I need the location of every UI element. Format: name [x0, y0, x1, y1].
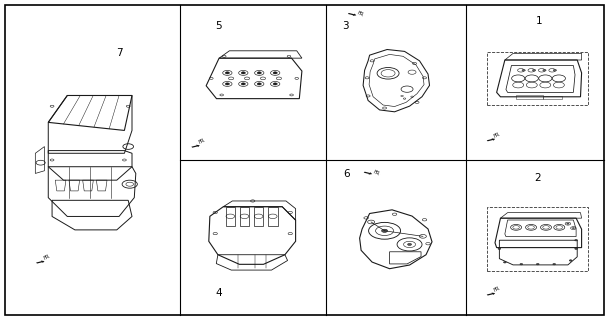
Bar [516, 95, 543, 99]
Circle shape [241, 72, 245, 74]
Bar [487, 52, 588, 105]
FancyArrow shape [487, 292, 495, 296]
Circle shape [504, 262, 506, 263]
Circle shape [520, 263, 523, 265]
Circle shape [572, 228, 574, 229]
Text: FR: FR [493, 286, 501, 293]
Circle shape [553, 69, 557, 71]
Circle shape [225, 83, 230, 85]
Circle shape [532, 69, 536, 71]
Text: 6: 6 [343, 169, 350, 180]
FancyArrow shape [348, 13, 356, 16]
Circle shape [407, 244, 412, 245]
Text: 3: 3 [342, 20, 349, 31]
FancyArrow shape [191, 145, 200, 148]
Circle shape [543, 69, 546, 71]
Text: 4: 4 [215, 288, 222, 298]
Text: 7: 7 [116, 48, 122, 58]
Text: 5: 5 [215, 20, 222, 31]
Text: FR: FR [356, 11, 364, 18]
Circle shape [553, 263, 555, 265]
Bar [487, 207, 588, 271]
Circle shape [382, 229, 387, 232]
Circle shape [522, 69, 526, 71]
FancyArrow shape [36, 260, 44, 264]
Circle shape [225, 72, 230, 74]
Circle shape [241, 83, 245, 85]
Bar [543, 96, 563, 99]
Circle shape [273, 83, 277, 85]
Circle shape [257, 83, 261, 85]
Circle shape [567, 223, 569, 224]
Text: 1: 1 [536, 16, 543, 26]
Circle shape [575, 239, 577, 241]
Circle shape [498, 248, 501, 249]
Text: FR: FR [43, 254, 51, 261]
Circle shape [537, 263, 539, 265]
Text: FR: FR [198, 138, 206, 145]
Circle shape [273, 72, 277, 74]
FancyArrow shape [364, 172, 372, 175]
Circle shape [575, 248, 577, 249]
Text: 2: 2 [535, 172, 541, 183]
Text: FR: FR [372, 170, 380, 177]
FancyArrow shape [487, 138, 495, 141]
Text: FR: FR [493, 132, 501, 139]
Circle shape [569, 260, 572, 261]
Circle shape [257, 72, 261, 74]
